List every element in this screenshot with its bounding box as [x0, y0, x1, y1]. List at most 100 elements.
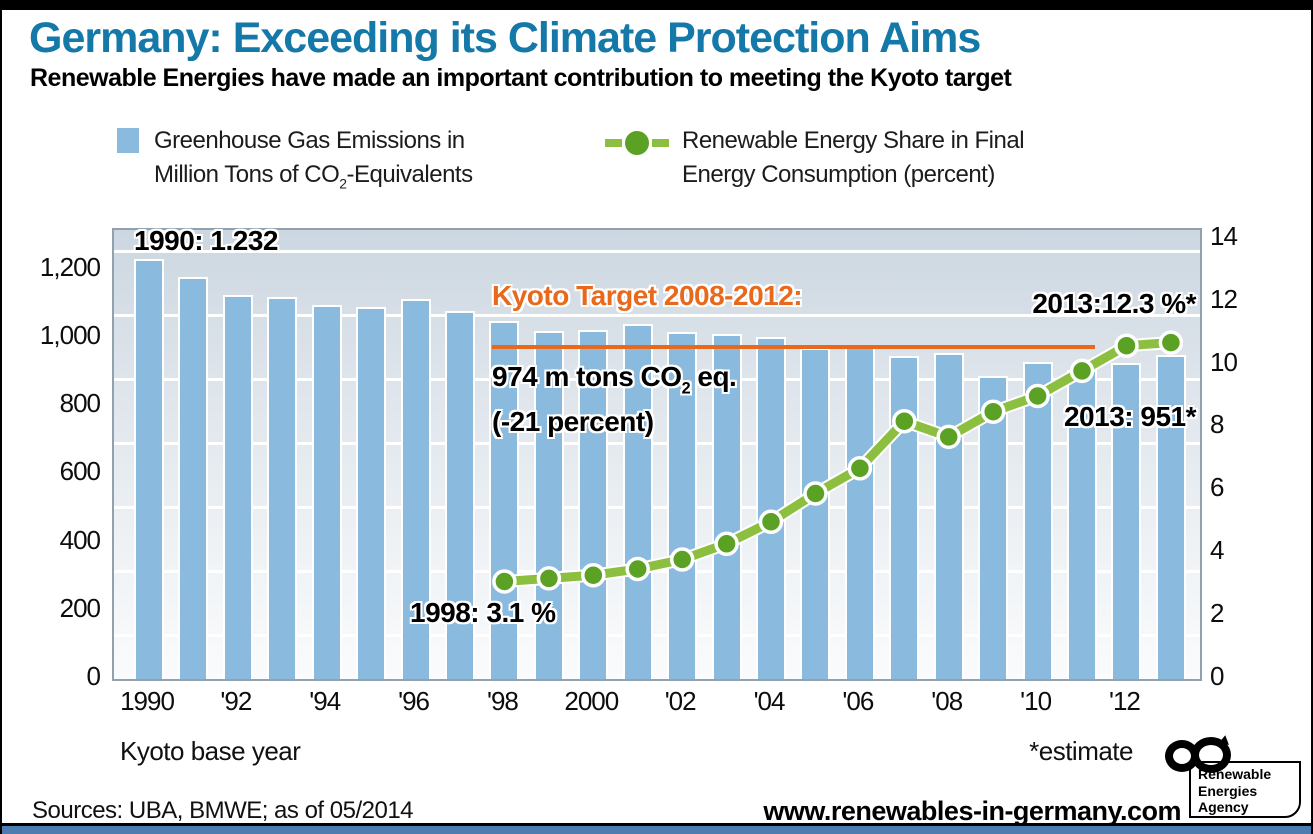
top-black-bar	[2, 0, 1311, 10]
estimate-note: *estimate	[1029, 736, 1133, 766]
line-dot-1999	[536, 566, 562, 591]
legend-line-dot	[625, 131, 649, 155]
gridline	[114, 314, 1200, 317]
bar-1992	[222, 295, 253, 679]
bar-2006	[844, 346, 875, 679]
bar-2013	[1155, 354, 1186, 679]
line-dot-2001	[625, 556, 650, 582]
gridline	[114, 634, 1200, 637]
bar-1994	[311, 305, 342, 679]
bar-2012	[1111, 363, 1142, 679]
line-dot-2009	[980, 399, 1006, 424]
bottom-blue-band	[2, 826, 1311, 834]
bar-2011	[1067, 370, 1098, 679]
bar-2005	[800, 347, 831, 679]
x-axis-tick-1992: '92	[220, 686, 252, 716]
line-dot-2004	[758, 509, 784, 535]
left-axis-tick-1,200: 1,200	[39, 251, 101, 282]
legend-line-symbol	[605, 127, 669, 159]
right-axis-tick-8: 8	[1210, 409, 1225, 440]
line-dot-2008	[936, 424, 961, 450]
annotation-1990-value: 1990: 1.232	[134, 225, 278, 256]
left-axis-tick-800: 800	[59, 388, 101, 419]
bar-1998	[489, 321, 520, 679]
legend-line-label-line1: Renewable Energy Share in Final	[682, 127, 1025, 154]
right-axis-tick-10: 10	[1210, 346, 1238, 377]
bar-2010	[1022, 361, 1053, 679]
x-axis-tick-2004: '04	[753, 686, 786, 716]
renewable-share-line	[492, 330, 1184, 594]
bar-1996	[400, 298, 431, 679]
left-axis-tick-200: 200	[59, 592, 101, 623]
line-dot-2005	[803, 481, 828, 506]
legend-bar-label: Greenhouse Gas Emissions in Million Tons…	[154, 124, 473, 200]
renewable-energies-agency-logo: Renewable Energies Agency	[1165, 735, 1305, 822]
logo-line3: Agency	[1198, 799, 1249, 816]
right-axis-tick-12: 12	[1210, 283, 1238, 314]
x-axis-tick-1994: '94	[309, 686, 341, 716]
annotation-2013-share: 2013:12.3 %*	[1032, 288, 1196, 319]
bar-1993	[267, 296, 298, 679]
left-axis-tick-1,000: 1,000	[39, 320, 101, 351]
line-dot-2006	[847, 456, 873, 481]
annotation-2013-emissions: 2013: 951*	[1063, 401, 1197, 432]
bar-1997	[445, 310, 475, 679]
right-axis-tick-2: 2	[1210, 598, 1225, 629]
website-text: www.renewables-in-germany.com	[763, 796, 1181, 826]
right-axis-tick-0: 0	[1210, 661, 1225, 691]
bar-2003	[711, 333, 742, 679]
bar-2001	[622, 324, 653, 679]
legend-line-label-line2: Energy Consumption (percent)	[682, 161, 995, 188]
line-dot-2012	[1114, 333, 1139, 358]
right-axis-tick-4: 4	[1210, 535, 1225, 566]
kyoto-target-line	[492, 344, 1096, 349]
x-axis-tick-2010: '10	[1020, 686, 1052, 716]
gridline	[114, 250, 1200, 253]
line-dot-2003	[714, 531, 739, 557]
line-dot-2013	[1158, 330, 1184, 355]
line-dot-2011	[1069, 358, 1095, 384]
page-title: Germany: Exceeding its Climate Protectio…	[29, 14, 981, 62]
x-axis-tick-1996: '96	[398, 686, 430, 716]
bar-1995	[356, 306, 387, 679]
annotation-kyoto-line1: 974 m tons CO2 eq.	[492, 361, 737, 398]
legend-line-dash-left	[605, 139, 622, 147]
bar-1990	[134, 258, 164, 679]
page-subtitle: Renewable Energies have made an importan…	[30, 64, 1012, 92]
legend-bar-swatch	[117, 128, 139, 153]
gridline	[114, 378, 1200, 381]
annotation-1998-share: 1998: 3.1 %	[410, 597, 556, 628]
line-dot-2010	[1025, 383, 1050, 409]
sources-note: Sources: UBA, BMWE; as of 05/2014	[32, 797, 414, 824]
annotation-kyoto-target-title: Kyoto Target 2008-2012:	[492, 280, 803, 311]
left-axis-tick-600: 600	[59, 456, 101, 487]
legend-bar-label-line1: Greenhouse Gas Emissions in	[154, 127, 465, 154]
line-dot-2000	[581, 562, 606, 588]
x-axis-tick-1990: 1990	[120, 686, 175, 716]
infinity-icon-right	[1191, 737, 1231, 773]
kyoto-base-year-label: Kyoto base year	[120, 736, 301, 766]
x-axis-tick-2008: '08	[931, 686, 963, 716]
annotation-kyoto-line2: (-21 percent)	[492, 406, 654, 438]
plot-area: 1990: 1.232 Kyoto Target 2008-2012: 974 …	[112, 225, 1202, 681]
right-axis-tick-14: 14	[1210, 220, 1238, 251]
x-axis-tick-2006: '06	[842, 686, 874, 716]
bar-1991	[178, 277, 209, 679]
line-dot-1998	[492, 569, 517, 594]
right-axis-tick-6: 6	[1210, 472, 1225, 503]
bar-2009	[978, 375, 1009, 679]
gridline	[114, 442, 1200, 445]
bar-2008	[933, 353, 964, 679]
line-dot-2007	[892, 408, 917, 434]
left-axis-tick-0: 0	[86, 661, 101, 691]
legend-line-dash-right	[652, 139, 669, 147]
x-axis-tick-1998: '98	[486, 686, 519, 716]
x-axis-tick-2000: 2000	[564, 686, 619, 716]
gridline	[114, 506, 1200, 509]
legend-line-label: Renewable Energy Share in Final Energy C…	[682, 124, 1025, 192]
bar-2002	[667, 332, 698, 679]
legend-bar-label-line2: Million Tons of CO2-Equivalents	[154, 161, 473, 192]
line-dot-2002	[669, 547, 695, 572]
x-axis-tick-2012: '12	[1109, 686, 1141, 716]
